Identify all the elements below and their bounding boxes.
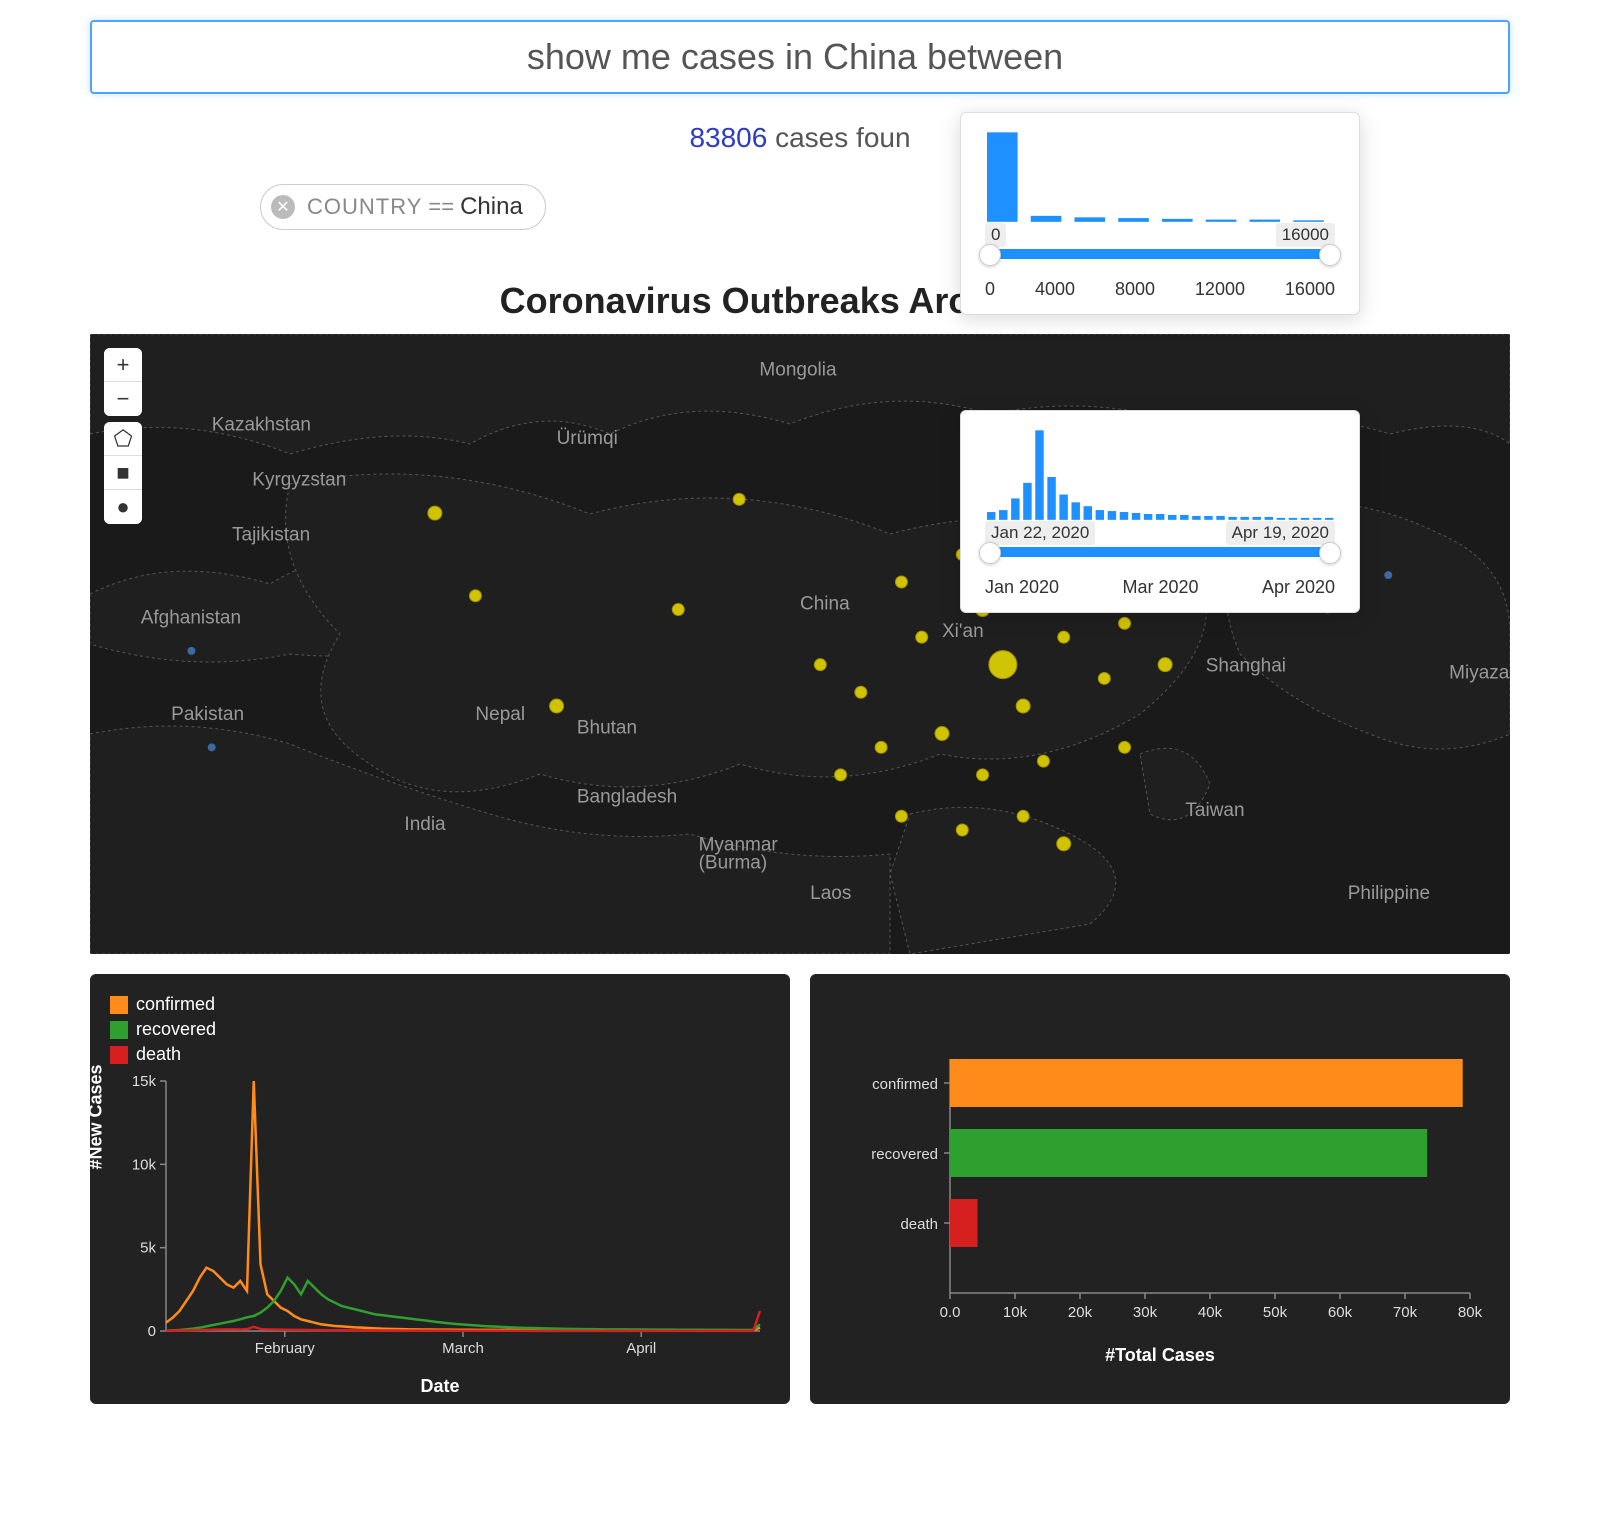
legend-item[interactable]: death — [110, 1044, 770, 1065]
svg-text:Kyrgyzstan: Kyrgyzstan — [252, 470, 346, 491]
filter-chip[interactable]: ✕ COUNTRY == China — [260, 184, 546, 230]
svg-text:India: India — [404, 814, 446, 835]
svg-text:Nepal: Nepal — [475, 704, 525, 725]
svg-text:30k: 30k — [1133, 1304, 1158, 1321]
line-chart-x-label: Date — [110, 1376, 770, 1397]
legend-item[interactable]: recovered — [110, 1019, 770, 1040]
draw-rect-button[interactable]: ■ — [104, 456, 142, 490]
line-chart-y-label: #New Cases — [86, 1064, 107, 1169]
range-slider-track[interactable] — [989, 249, 1331, 259]
svg-text:70k: 70k — [1393, 1304, 1418, 1321]
date-slider-handle-min[interactable] — [979, 542, 1001, 564]
legend-item[interactable]: confirmed — [110, 994, 770, 1015]
date-slider-track[interactable] — [989, 547, 1331, 557]
svg-text:Bhutan: Bhutan — [577, 718, 637, 739]
draw-polygon-button[interactable]: ⬠ — [104, 422, 142, 456]
svg-text:Shanghai: Shanghai — [1206, 656, 1286, 677]
line-chart-legend: confirmed recovered death — [110, 994, 770, 1065]
filter-field: COUNTRY — [307, 194, 422, 220]
svg-text:recovered: recovered — [871, 1146, 938, 1163]
range-max-label: 16000 — [1276, 223, 1335, 247]
svg-text:5k: 5k — [140, 1240, 156, 1257]
svg-text:April: April — [626, 1340, 656, 1357]
line-chart-panel: confirmed recovered death 0 5k 10k 15k Februar… — [90, 974, 790, 1404]
svg-text:death: death — [900, 1216, 938, 1233]
filter-value: China — [460, 193, 523, 221]
search-input[interactable] — [90, 20, 1510, 94]
svg-text:40k: 40k — [1198, 1304, 1223, 1321]
svg-text:Tajikistan: Tajikistan — [232, 525, 310, 546]
date-min-label: Jan 22, 2020 — [985, 521, 1095, 545]
date-max-label: Apr 19, 2020 — [1226, 521, 1335, 545]
svg-text:0: 0 — [148, 1323, 156, 1340]
svg-text:(Burma): (Burma) — [699, 853, 768, 874]
filter-operator: == — [428, 194, 454, 220]
svg-text:Taiwan: Taiwan — [1185, 800, 1244, 821]
range-axis-ticks: 0400080001200016000 — [985, 279, 1335, 300]
results-count: 83806 — [689, 122, 767, 153]
svg-text:15k: 15k — [132, 1075, 157, 1090]
bar-chart-panel: 0.0 10k 20k 30k 40k 50k 60k 70k 80k confirmed reco… — [810, 974, 1510, 1404]
results-label: cases foun — [775, 122, 910, 153]
svg-text:0.0: 0.0 — [940, 1304, 961, 1321]
svg-text:10k: 10k — [132, 1156, 157, 1173]
svg-text:Miyazaki: Miyazaki — [1449, 662, 1510, 683]
close-icon[interactable]: ✕ — [271, 195, 295, 219]
date-filter-popover[interactable]: Jan 22, 2020 Apr 19, 2020 Jan 2020Mar 20… — [960, 410, 1360, 613]
zoom-in-button[interactable]: + — [104, 348, 142, 382]
svg-text:Ürümqi: Ürümqi — [557, 428, 618, 449]
svg-text:Laos: Laos — [810, 883, 851, 904]
draw-circle-button[interactable]: ● — [104, 490, 142, 524]
svg-text:20k: 20k — [1068, 1304, 1093, 1321]
svg-text:March: March — [442, 1340, 484, 1357]
svg-text:60k: 60k — [1328, 1304, 1353, 1321]
range-filter-popover[interactable]: 0 16000 0400080001200016000 — [960, 112, 1360, 315]
date-slider-handle-max[interactable] — [1319, 542, 1341, 564]
svg-text:80k: 80k — [1458, 1304, 1483, 1321]
bar-chart-x-label: #Total Cases — [830, 1345, 1490, 1366]
svg-text:February: February — [255, 1340, 316, 1357]
date-axis-ticks: Jan 2020Mar 2020Apr 2020 — [985, 577, 1335, 598]
svg-text:Xi'an: Xi'an — [942, 621, 984, 642]
svg-text:China: China — [800, 594, 850, 615]
svg-text:10k: 10k — [1003, 1304, 1028, 1321]
range-slider-handle-min[interactable] — [979, 244, 1001, 266]
svg-text:confirmed: confirmed — [872, 1076, 938, 1093]
svg-text:Mongolia: Mongolia — [759, 359, 837, 380]
svg-text:Bangladesh: Bangladesh — [577, 786, 677, 807]
svg-text:Pakistan: Pakistan — [171, 704, 244, 725]
svg-text:50k: 50k — [1263, 1304, 1288, 1321]
range-slider-handle-max[interactable] — [1319, 244, 1341, 266]
zoom-out-button[interactable]: − — [104, 382, 142, 416]
svg-text:Philippine: Philippine — [1348, 883, 1430, 904]
svg-text:Kazakhstan: Kazakhstan — [212, 414, 311, 435]
svg-text:Afghanistan: Afghanistan — [141, 607, 241, 628]
